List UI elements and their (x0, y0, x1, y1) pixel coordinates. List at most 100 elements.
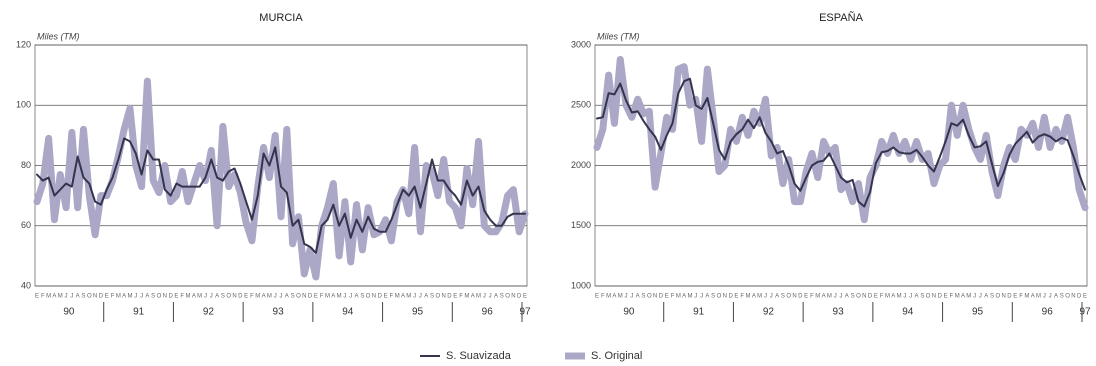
x-tick-label: N (1071, 294, 1075, 300)
x-tick-label: E (874, 294, 878, 300)
x-tick-label: J (700, 294, 703, 300)
x-tick-label: O (366, 294, 371, 300)
x-tick-label: A (822, 294, 826, 300)
x-tick-label: M (746, 294, 751, 300)
x-tick-label: O (1065, 294, 1070, 300)
x-tick-label: F (459, 294, 463, 300)
x-tick-label: N (932, 294, 936, 300)
x-tick-label: J (483, 294, 486, 300)
x-tick-label: D (938, 294, 943, 300)
x-tick-label: J (909, 294, 912, 300)
x-tick-label: F (740, 294, 744, 300)
x-tick-label: D (798, 294, 803, 300)
x-tick-label: J (70, 294, 73, 300)
x-tick-label: J (630, 294, 633, 300)
x-tick-label: N (93, 294, 97, 300)
x-tick-label: A (285, 294, 289, 300)
x-tick-label: M (676, 294, 681, 300)
x-tick-label: A (961, 294, 965, 300)
x-tick-label: S (500, 294, 504, 300)
x-tick-label: M (267, 294, 272, 300)
x-tick-label: M (1024, 294, 1029, 300)
x-tick-label: M (464, 294, 469, 300)
x-tick-label: M (955, 294, 960, 300)
x-tick-label: N (723, 294, 727, 300)
x-tick-label: M (1036, 294, 1041, 300)
x-tick-label: M (406, 294, 411, 300)
x-tick-label: F (41, 294, 45, 300)
series-line (593, 55, 1089, 224)
x-tick-label: F (250, 294, 254, 300)
x-tick-label: J (204, 294, 207, 300)
x-tick-label: O (157, 294, 162, 300)
x-tick-label: M (885, 294, 890, 300)
x-tick-label: A (424, 294, 428, 300)
x-tick-label: N (653, 294, 657, 300)
x-tick-label: A (401, 294, 405, 300)
x-tick-label: E (595, 294, 599, 300)
x-tick-label: S (851, 294, 855, 300)
x-tick-label: N (441, 294, 445, 300)
year-label: 95 (412, 307, 424, 318)
x-tick-label: S (1060, 294, 1064, 300)
x-tick-label: M (606, 294, 611, 300)
x-tick-label: S (711, 294, 715, 300)
x-tick-label: N (372, 294, 376, 300)
x-tick-label: M (255, 294, 260, 300)
x-tick-label: D (238, 294, 243, 300)
x-tick-label: J (1049, 294, 1052, 300)
legend-label: S. Suavizada (446, 350, 512, 362)
chart-title: MURCIA (259, 12, 303, 24)
x-tick-label: D (728, 294, 733, 300)
x-tick-label: A (636, 294, 640, 300)
x-tick-label: F (111, 294, 115, 300)
year-label: 97 (519, 307, 531, 318)
x-tick-label: F (320, 294, 324, 300)
x-tick-label: A (52, 294, 56, 300)
x-tick-label: J (1043, 294, 1046, 300)
x-tick-label: J (903, 294, 906, 300)
x-tick-label: S (221, 294, 225, 300)
x-tick-label: M (337, 294, 342, 300)
y-tick-label: 1000 (571, 280, 591, 290)
y-tick-label: 60 (21, 220, 31, 230)
x-tick-label: S (920, 294, 924, 300)
x-tick-label: D (868, 294, 873, 300)
x-tick-label: E (174, 294, 178, 300)
x-tick-label: A (752, 294, 756, 300)
x-tick-label: J (210, 294, 213, 300)
x-tick-label: O (996, 294, 1001, 300)
x-tick-label: M (815, 294, 820, 300)
x-tick-label: D (168, 294, 173, 300)
x-tick-label: J (840, 294, 843, 300)
x-tick-label: D (447, 294, 452, 300)
y-tick-label: 120 (16, 39, 31, 49)
x-tick-label: D (1077, 294, 1082, 300)
x-tick-label: E (804, 294, 808, 300)
x-tick-label: O (786, 294, 791, 300)
x-tick-label: A (331, 294, 335, 300)
series-line (596, 77, 1086, 208)
y-tick-label: 100 (16, 100, 31, 110)
x-tick-label: M (46, 294, 51, 300)
x-tick-label: M (186, 294, 191, 300)
x-tick-label: F (950, 294, 954, 300)
x-tick-label: M (127, 294, 132, 300)
y-tick-label: 2000 (571, 160, 591, 170)
x-tick-label: J (973, 294, 976, 300)
x-tick-label: J (979, 294, 982, 300)
x-tick-label: J (489, 294, 492, 300)
x-tick-label: M (687, 294, 692, 300)
series-line (33, 77, 529, 281)
x-tick-label: J (274, 294, 277, 300)
x-tick-label: A (355, 294, 359, 300)
x-tick-label: M (618, 294, 623, 300)
x-tick-label: J (343, 294, 346, 300)
year-label: 90 (63, 307, 75, 318)
x-tick-label: F (180, 294, 184, 300)
x-tick-label: O (436, 294, 441, 300)
x-tick-label: F (810, 294, 814, 300)
year-label: 92 (763, 307, 775, 318)
x-tick-label: J (134, 294, 137, 300)
